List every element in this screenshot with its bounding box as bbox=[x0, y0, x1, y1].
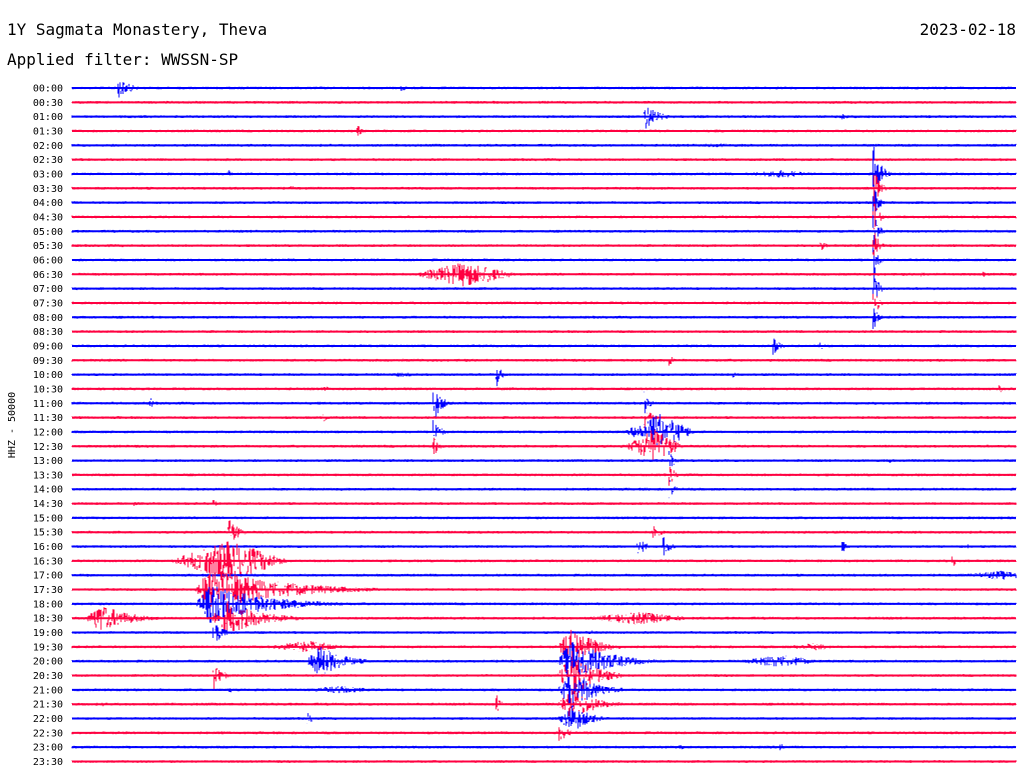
trace-row-10 bbox=[71, 215, 1017, 246]
trace-row-36 bbox=[71, 586, 1017, 623]
time-tick-label: 16:00 bbox=[33, 542, 63, 553]
trace-row-14 bbox=[71, 274, 1017, 300]
trace-row-3 bbox=[71, 126, 1017, 136]
time-tick-label: 09:00 bbox=[33, 341, 63, 352]
trace-row-8 bbox=[71, 184, 1017, 225]
time-tick-label: 16:30 bbox=[33, 556, 63, 567]
time-tick-label: 22:00 bbox=[33, 714, 63, 725]
time-tick-label: 05:00 bbox=[33, 227, 63, 238]
time-tick-label: 02:00 bbox=[33, 141, 63, 152]
trace-row-1 bbox=[71, 100, 1017, 104]
trace-row-2 bbox=[71, 107, 1017, 129]
time-tick-label: 20:30 bbox=[33, 671, 63, 682]
trace-row-22 bbox=[71, 391, 1017, 418]
time-tick-label: 00:30 bbox=[33, 98, 63, 109]
trace-row-27 bbox=[71, 466, 1017, 486]
time-tick-label: 05:30 bbox=[33, 241, 63, 252]
time-tick-label: 20:00 bbox=[33, 657, 63, 668]
time-tick-label: 07:00 bbox=[33, 284, 63, 295]
time-tick-label: 08:30 bbox=[33, 327, 63, 338]
station-title: 1Y Sagmata Monastery, Theva bbox=[7, 20, 268, 39]
trace-row-30 bbox=[71, 516, 1017, 520]
time-tick-label: 00:00 bbox=[33, 84, 63, 95]
trace-row-11 bbox=[71, 233, 1017, 262]
time-label-group: 00:00 00:30 01:00 01:30 02:00 02:30 03:00 03:30… bbox=[33, 84, 63, 769]
time-tick-label: 22:30 bbox=[33, 728, 63, 739]
time-tick-label: 03:30 bbox=[33, 184, 63, 195]
time-tick-label: 02:30 bbox=[33, 155, 63, 166]
time-tick-label: 15:30 bbox=[33, 528, 63, 539]
time-tick-label: 13:00 bbox=[33, 456, 63, 467]
time-tick-label: 01:00 bbox=[33, 112, 63, 123]
trace-row-47 bbox=[71, 760, 1017, 763]
trace-row-39 bbox=[71, 629, 1017, 665]
trace-row-45 bbox=[71, 727, 1017, 741]
trace-row-32 bbox=[71, 537, 1017, 556]
applied-filter-label: Applied filter: WWSSN-SP bbox=[7, 50, 239, 69]
trace-row-26 bbox=[71, 451, 1017, 467]
time-tick-label: 23:00 bbox=[33, 743, 63, 754]
time-tick-label: 03:00 bbox=[33, 169, 63, 180]
trace-row-9 bbox=[71, 203, 1017, 230]
time-tick-label: 11:30 bbox=[33, 413, 63, 424]
trace-row-5 bbox=[71, 158, 1017, 162]
trace-row-15 bbox=[71, 293, 1017, 314]
trace-row-7 bbox=[71, 174, 1017, 212]
y-axis-label: HHZ - 50000 bbox=[7, 392, 18, 458]
time-tick-label: 14:00 bbox=[33, 485, 63, 496]
trace-row-0 bbox=[71, 82, 1016, 98]
time-tick-label: 18:30 bbox=[33, 614, 63, 625]
time-tick-label: 21:30 bbox=[33, 700, 63, 711]
time-tick-label: 10:30 bbox=[33, 384, 63, 395]
trace-row-34 bbox=[71, 570, 1017, 580]
trace-row-13 bbox=[71, 263, 1017, 287]
time-tick-label: 06:30 bbox=[33, 270, 63, 281]
trace-row-19 bbox=[71, 357, 1017, 366]
time-tick-label: 18:00 bbox=[33, 599, 63, 610]
trace-row-4 bbox=[71, 143, 1017, 148]
trace-row-28 bbox=[71, 480, 1017, 499]
time-tick-label: 13:30 bbox=[33, 470, 63, 481]
record-date: 2023-02-18 bbox=[919, 20, 1016, 39]
trace-row-37 bbox=[71, 602, 1017, 635]
time-tick-label: 12:30 bbox=[33, 442, 63, 453]
trace-group bbox=[71, 82, 1017, 763]
time-tick-label: 06:00 bbox=[33, 255, 63, 266]
time-tick-label: 14:30 bbox=[33, 499, 63, 510]
trace-row-6 bbox=[71, 146, 1017, 190]
time-tick-label: 17:30 bbox=[33, 585, 63, 596]
time-tick-label: 21:00 bbox=[33, 685, 63, 696]
time-tick-label: 12:00 bbox=[33, 427, 63, 438]
time-tick-label: 15:00 bbox=[33, 513, 63, 524]
time-tick-label: 08:00 bbox=[33, 313, 63, 324]
time-tick-label: 19:00 bbox=[33, 628, 63, 639]
trace-row-29 bbox=[71, 500, 1017, 506]
time-tick-label: 11:00 bbox=[33, 399, 63, 410]
time-tick-label: 04:30 bbox=[33, 212, 63, 223]
trace-row-16 bbox=[72, 308, 1017, 329]
time-tick-label: 04:00 bbox=[33, 198, 63, 209]
time-tick-label: 01:30 bbox=[33, 126, 63, 137]
time-tick-label: 07:30 bbox=[33, 298, 63, 309]
time-tick-label: 23:30 bbox=[33, 757, 63, 768]
trace-row-17 bbox=[71, 330, 1017, 333]
time-tick-label: 10:00 bbox=[33, 370, 63, 381]
trace-row-23 bbox=[71, 412, 1017, 431]
trace-row-43 bbox=[71, 689, 1017, 717]
trace-row-20 bbox=[71, 369, 1017, 387]
time-tick-label: 17:00 bbox=[33, 571, 63, 582]
trace-row-12 bbox=[71, 247, 1017, 279]
trace-row-35 bbox=[71, 570, 1017, 607]
trace-row-33 bbox=[71, 541, 1017, 581]
trace-row-21 bbox=[71, 385, 1017, 393]
trace-row-44 bbox=[71, 705, 1017, 729]
time-tick-label: 09:30 bbox=[33, 356, 63, 367]
trace-row-24 bbox=[71, 414, 1017, 446]
trace-row-31 bbox=[71, 520, 1017, 540]
time-tick-label: 19:30 bbox=[33, 642, 63, 653]
